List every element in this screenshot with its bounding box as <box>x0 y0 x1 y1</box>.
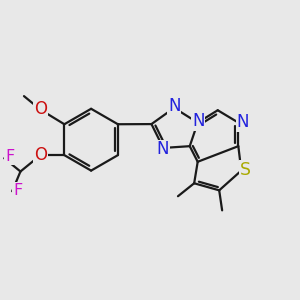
Text: N: N <box>236 113 249 131</box>
Text: N: N <box>192 112 205 130</box>
Text: F: F <box>5 149 15 164</box>
Text: F: F <box>5 149 14 164</box>
Text: F: F <box>14 183 23 198</box>
Text: O: O <box>34 146 47 164</box>
Text: F: F <box>13 184 22 199</box>
Text: O: O <box>34 148 47 163</box>
Text: N: N <box>156 140 169 158</box>
Text: O: O <box>34 102 47 117</box>
Text: S: S <box>240 161 251 179</box>
Text: O: O <box>34 100 47 118</box>
Text: N: N <box>168 98 180 116</box>
